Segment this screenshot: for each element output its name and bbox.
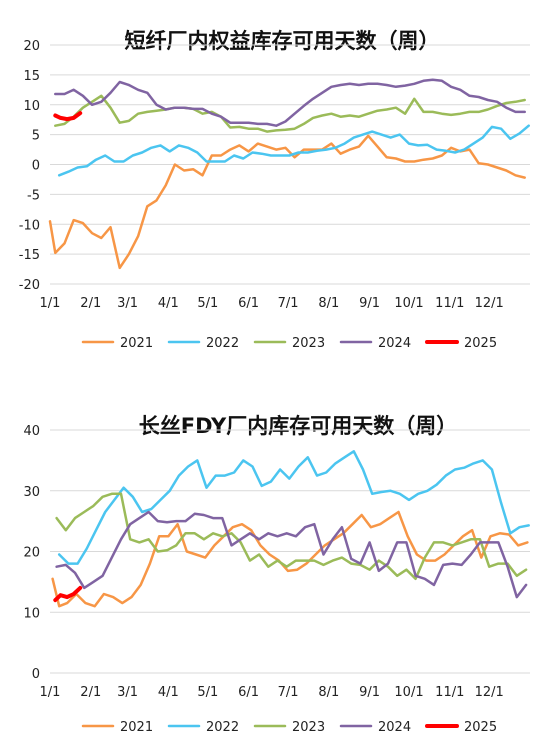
chart-panel-fdy-filament: 长丝FDY厂内库存可用天数（周） 0 10 20 30 40 1/1 2/1 3/1 4/1 5/1… [0,390,550,752]
y-tick-label: 0 [32,667,40,682]
x-tick-label: 11/1 [435,296,464,311]
legend: 2021 2022 2023 2024 2025 [81,336,497,351]
series-line-2025 [53,585,83,603]
series-lines [51,450,530,608]
y-tick-label: 10 [23,99,40,114]
x-tick-label: 4/1 [158,685,179,700]
series-line-2024 [55,510,528,599]
legend-label-2025: 2025 [464,720,497,735]
x-tick-label: 12/1 [475,685,504,700]
x-tick-label: 3/1 [117,296,138,311]
x-tick-label: 12/1 [475,296,504,311]
x-tick-label: 5/1 [197,685,218,700]
x-tick-label: 1/1 [40,685,61,700]
x-tick-label: 11/1 [435,685,464,700]
x-tick-label: 7/1 [278,685,299,700]
chart-fdy-inventory: 长丝FDY厂内库存可用天数（周） 0 10 20 30 40 1/1 2/1 3/1 4/1 5/1… [23,414,530,735]
x-tick-label: 6/1 [238,296,259,311]
x-tick-label: 10/1 [394,685,423,700]
series-line-2022 [57,450,530,565]
y-tick-label: 30 [23,485,40,500]
chart-title: 长丝FDY厂内库存可用天数（周） [139,414,457,438]
chart-staple-fiber-inventory: 短纤厂内权益库存可用天数（周） -20 -15 -10 -5 0 5 10 15 20 1/1 2/1… [19,29,530,351]
series-line-2021 [48,134,526,270]
legend-label-2021: 2021 [120,336,153,351]
x-tick-label: 6/1 [238,685,259,700]
x-tick-label: 7/1 [278,296,299,311]
legend-label-2021: 2021 [120,720,153,735]
series-line-2023 [55,492,528,581]
y-tick-label: 40 [23,424,40,439]
y-tick-label: -10 [19,218,40,233]
y-tick-label: -20 [19,278,40,293]
x-tick-label: 8/1 [318,296,339,311]
x-tick-label: 5/1 [197,296,218,311]
x-tick-label: 2/1 [80,296,101,311]
series-line-2021 [51,510,529,608]
x-tick-label: 8/1 [318,685,339,700]
gridlines [50,44,530,285]
y-tick-label: 0 [32,159,40,174]
legend-label-2022: 2022 [206,336,239,351]
y-tick-label: 15 [23,69,40,84]
chart-title: 短纤厂内权益库存可用天数（周） [125,29,440,53]
series-lines [48,78,530,270]
x-tick-label: 1/1 [40,296,61,311]
y-tick-label: 20 [23,39,40,54]
x-tick-label: 9/1 [359,296,380,311]
series-line-2025 [53,111,83,122]
series-line-2024 [54,78,526,127]
legend-label-2023: 2023 [292,720,325,735]
series-line-2023 [54,94,526,133]
legend-label-2022: 2022 [206,720,239,735]
chart-panel-staple-fiber: 短纤厂内权益库存可用天数（周） -20 -15 -10 -5 0 5 10 15 20 1/1 2/1… [0,0,550,372]
series-line-2022 [57,124,530,177]
y-tick-label: 10 [23,606,40,621]
x-tick-label: 2/1 [80,685,101,700]
legend-label-2024: 2024 [378,336,411,351]
x-tick-label: 4/1 [158,296,179,311]
x-tick-label: 10/1 [394,296,423,311]
legend-label-2024: 2024 [378,720,411,735]
y-tick-label: -15 [19,248,40,263]
y-tick-label: -5 [27,188,40,203]
legend-label-2025: 2025 [464,336,497,351]
legend-label-2023: 2023 [292,336,325,351]
y-tick-label: 20 [23,546,40,561]
gridlines [50,429,530,674]
legend: 2021 2022 2023 2024 2025 [81,720,497,735]
y-tick-label: 5 [32,129,40,144]
x-tick-label: 3/1 [117,685,138,700]
x-tick-label: 9/1 [359,685,380,700]
